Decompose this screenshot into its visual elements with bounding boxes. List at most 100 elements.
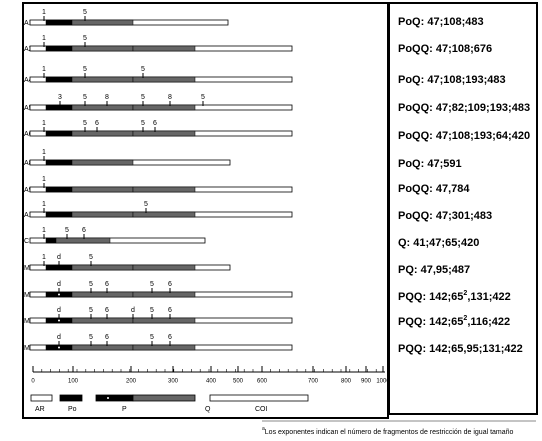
result-text: PoQQ: 47,784 <box>398 183 470 195</box>
bar-segment <box>132 317 196 324</box>
site-label: 5 <box>83 94 87 101</box>
legend-label: Q <box>205 406 211 413</box>
bar-segment <box>132 104 196 111</box>
site-label: 5 <box>144 201 148 208</box>
scale-label: 0 <box>31 379 35 385</box>
site-label: 8 <box>105 94 109 101</box>
result-text: Q: 41;47;65;420 <box>398 237 479 249</box>
row-label: A5 <box>24 105 33 112</box>
bar-segment <box>132 186 196 193</box>
result-part: PQ: 47,95;487 <box>398 264 470 276</box>
result-part: ,131;422 <box>467 291 510 303</box>
site-label: 5 <box>141 120 145 127</box>
row-label: A4 <box>24 77 33 84</box>
left-panel <box>22 2 389 419</box>
site-label: d <box>57 334 61 341</box>
site-label: 6 <box>168 307 172 314</box>
result-part: PoQQ: 47;301;483 <box>398 210 492 222</box>
result-part: PoQ: 47;591 <box>398 158 462 170</box>
site-label: 8 <box>168 94 172 101</box>
bar-segment <box>71 264 134 271</box>
site-label: 5 <box>89 307 93 314</box>
row-label: A6 <box>24 131 33 138</box>
site-label: 5 <box>65 227 69 234</box>
site-label: 5 <box>150 307 154 314</box>
bar-segment <box>55 237 111 244</box>
site-label: 5 <box>89 281 93 288</box>
bar-segment <box>71 186 134 193</box>
bar-segment <box>45 211 73 218</box>
site-label: 5 <box>150 334 154 341</box>
legend-label: P <box>122 406 127 413</box>
site-label: 3 <box>58 94 62 101</box>
superscript: a <box>262 426 265 432</box>
site-label: 5 <box>83 35 87 42</box>
bar-segment <box>45 19 73 26</box>
legend-label: COI <box>255 406 268 413</box>
result-part: ,116;422 <box>467 316 510 328</box>
bar-segment <box>45 76 73 83</box>
site-label: 6 <box>168 281 172 288</box>
site-label: 6 <box>82 227 86 234</box>
row-label: A8 <box>24 160 33 167</box>
bar-segment <box>45 237 57 244</box>
legend-swatch <box>30 394 53 402</box>
bar-segment <box>132 344 196 351</box>
legend-swatch <box>95 394 134 402</box>
bar-segment <box>71 211 134 218</box>
result-part: Q: 41;47;65;420 <box>398 237 479 249</box>
row-label: M7 <box>24 345 34 352</box>
site-label: 1 <box>42 35 46 42</box>
site-label: 5 <box>89 254 93 261</box>
scale-label: 300 <box>168 379 179 385</box>
scale-label: 500 <box>233 379 244 385</box>
site-label: 6 <box>105 334 109 341</box>
result-part: PQQ: 142;65 <box>398 316 463 328</box>
result-text: PQ: 47,95;487 <box>398 264 470 276</box>
dot <box>58 346 60 349</box>
bar-segment <box>132 291 196 298</box>
site-label: 6 <box>168 334 172 341</box>
legend-swatch <box>59 394 83 402</box>
scale-label: 600 <box>257 379 268 385</box>
footnote-text: Los exponentes indican el número de frag… <box>265 429 514 436</box>
site-label: 1 <box>42 254 46 261</box>
site-label: 6 <box>95 120 99 127</box>
scale-label: 1000 <box>376 379 390 385</box>
site-label: 5 <box>201 94 205 101</box>
site-label: d <box>131 307 135 314</box>
scale-label: 900 <box>361 379 372 385</box>
site-label: 5 <box>89 334 93 341</box>
result-part: PoQQ: 47;108;676 <box>398 43 492 55</box>
dot <box>58 293 60 296</box>
bar-segment <box>71 159 134 166</box>
bar-segment <box>132 76 196 83</box>
result-part: PoQQ: 47;82;109;193;483 <box>398 102 530 114</box>
result-part: PoQ: 47;108;483 <box>398 16 484 28</box>
result-text: PoQQ: 47;301;483 <box>398 210 492 222</box>
result-text: PQQ: 142;652,131;422 <box>398 290 511 303</box>
bar-segment <box>71 317 134 324</box>
site-label: d <box>57 254 61 261</box>
bar-segment <box>45 45 73 52</box>
site-label: 1 <box>42 120 46 127</box>
superscript: 2 <box>463 315 467 322</box>
row-label: A1 <box>24 20 33 27</box>
site-label: 6 <box>153 120 157 127</box>
site-label: 1 <box>42 149 46 156</box>
dot <box>58 319 60 322</box>
right-panel <box>388 2 538 415</box>
bar-segment <box>45 159 73 166</box>
site-label: 1 <box>42 66 46 73</box>
row-label: M2 <box>24 265 34 272</box>
legend-label: Po <box>68 406 77 413</box>
scale-label: 700 <box>308 379 319 385</box>
site-label: d <box>57 281 61 288</box>
site-label: 6 <box>105 307 109 314</box>
bar-segment <box>132 264 196 271</box>
dot <box>107 397 109 399</box>
result-text: PoQQ: 47;108;676 <box>398 43 492 55</box>
result-text: PoQ: 47;108;193;483 <box>398 74 506 86</box>
bar-segment <box>71 130 134 137</box>
